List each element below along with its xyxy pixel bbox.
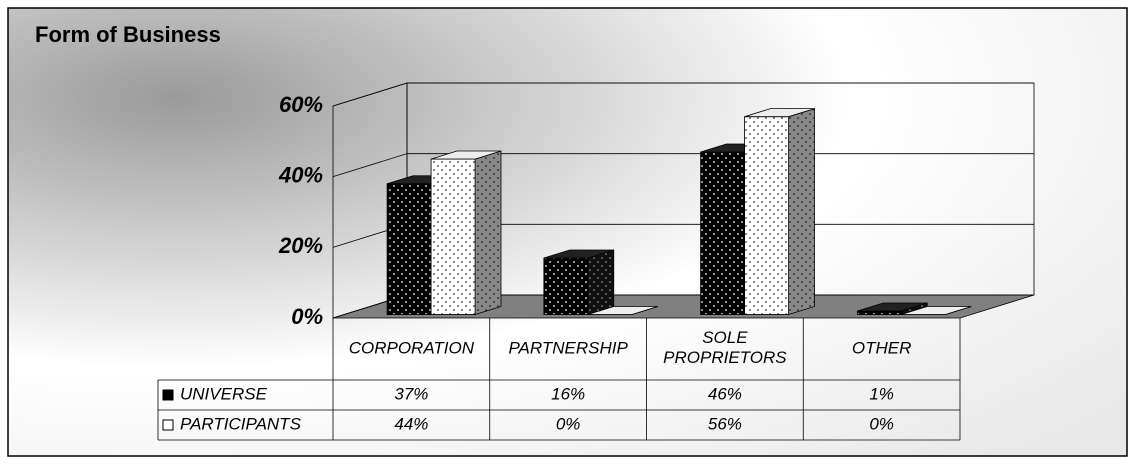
grid-line — [332, 153, 1034, 178]
bar-top — [744, 108, 815, 118]
bar — [744, 108, 815, 316]
bar-side — [788, 108, 815, 316]
bar-top — [901, 306, 972, 315]
bar-front — [430, 158, 476, 315]
bar-front — [543, 257, 589, 315]
value-label: 37% — [394, 384, 428, 403]
x-tick-label: OTHER — [852, 338, 912, 357]
bar — [430, 150, 502, 316]
legend-swatch — [162, 389, 174, 401]
bar-front — [386, 183, 432, 315]
x-tick-label: PARTNERSHIP — [508, 338, 628, 357]
x-tick-label: SOLE PROPRIETORS — [663, 328, 787, 367]
value-label: 56% — [708, 414, 742, 433]
chart-title: Form of Business — [35, 22, 221, 47]
value-label: 0% — [869, 414, 894, 433]
bar — [856, 302, 928, 316]
value-label: 46% — [708, 384, 742, 403]
bar-side — [474, 150, 502, 316]
x-tick-label: CORPORATION — [349, 338, 475, 357]
bar-top — [543, 249, 614, 259]
y-tick-label: 0% — [291, 304, 323, 329]
value-label: 1% — [869, 384, 894, 403]
bar — [543, 249, 615, 316]
bar-front — [700, 151, 745, 315]
value-label: 0% — [556, 414, 581, 433]
bar — [901, 306, 972, 315]
legend-label: PARTICIPANTS — [180, 414, 302, 433]
legend-swatch — [162, 419, 174, 431]
y-tick-label: 60% — [279, 92, 323, 117]
grid-line — [332, 82, 1034, 107]
bar-front — [856, 310, 902, 315]
legend-label: UNIVERSE — [180, 384, 268, 403]
bar-top — [857, 302, 928, 312]
y-tick-label: 40% — [278, 162, 323, 187]
y-tick-label: 20% — [278, 233, 323, 258]
bar-side — [587, 249, 615, 316]
bar-top — [587, 306, 658, 315]
value-label: 16% — [551, 384, 585, 403]
value-label: 44% — [394, 414, 428, 433]
bar-top — [430, 150, 502, 160]
bar-front — [744, 116, 789, 315]
bar — [587, 306, 658, 315]
